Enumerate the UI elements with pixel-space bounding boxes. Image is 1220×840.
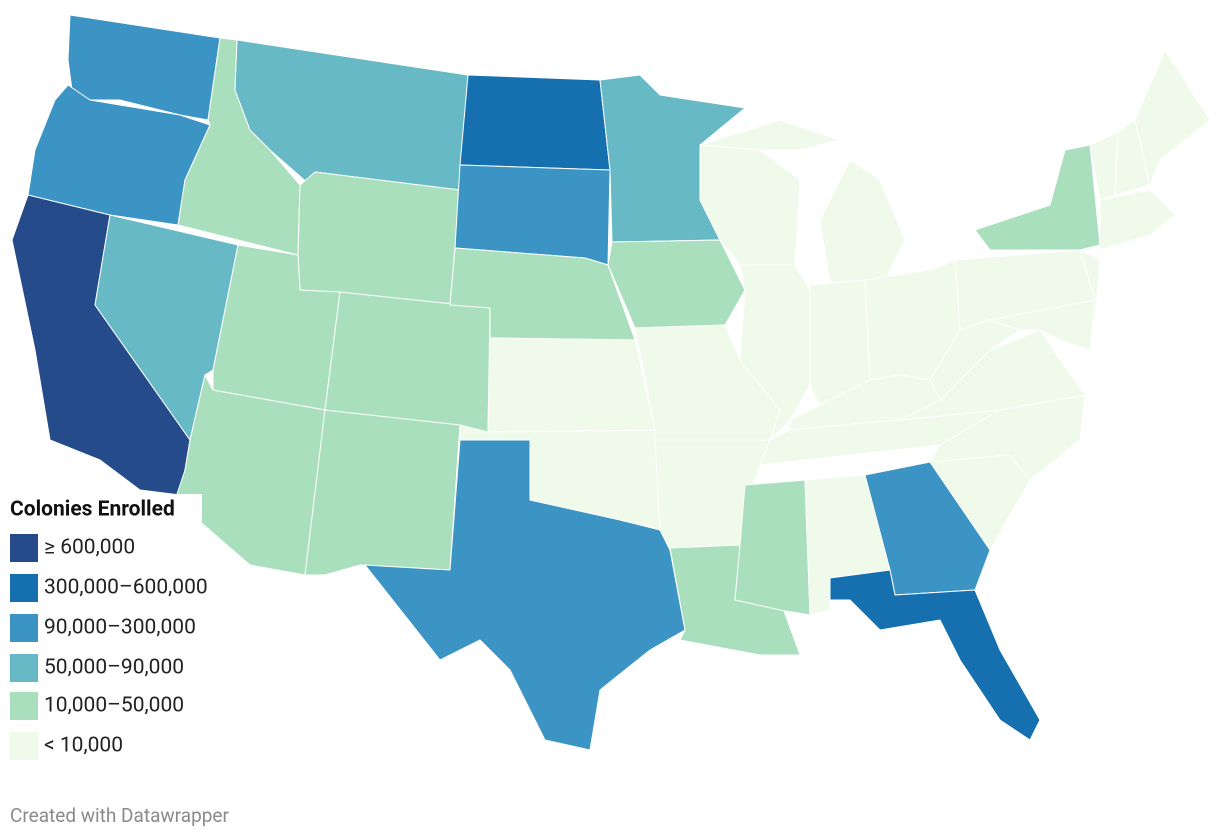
legend-swatch: [10, 534, 38, 562]
legend-label: 10,000–50,000: [44, 694, 184, 718]
region: [989, 299, 1096, 351]
legend-title: Colonies Enrolled: [10, 498, 175, 522]
region: [974, 144, 1101, 251]
map: [11, 14, 1211, 751]
region: [364, 439, 686, 751]
legend-label: 90,000–300,000: [44, 616, 196, 640]
legend-swatch: [10, 732, 38, 760]
legend-swatch: [10, 614, 38, 642]
legend-swatch: [10, 692, 38, 720]
region: [487, 337, 656, 433]
region: [1134, 49, 1211, 186]
region: [739, 264, 811, 441]
footer: Created with Datawrapper: [10, 804, 229, 827]
region: [459, 74, 611, 171]
region: [304, 409, 461, 576]
legend: ≥ 600,000 300,000–600,000 90,000–300,000 50…: [10, 534, 208, 760]
legend-label: 50,000–90,000: [44, 656, 184, 680]
region: [699, 119, 906, 283]
region: [297, 171, 461, 306]
legend-label: 300,000–600,000: [44, 576, 208, 600]
legend-swatch: [10, 654, 38, 682]
legend-label: ≥ 600,000: [44, 536, 135, 560]
legend-label: < 10,000: [44, 734, 123, 758]
legend-swatch: [10, 574, 38, 602]
region: [734, 479, 811, 616]
region: [829, 569, 1041, 741]
region: [1099, 189, 1176, 251]
region: [607, 239, 746, 329]
legend-title-bg: [6, 494, 202, 524]
region: [324, 291, 491, 433]
